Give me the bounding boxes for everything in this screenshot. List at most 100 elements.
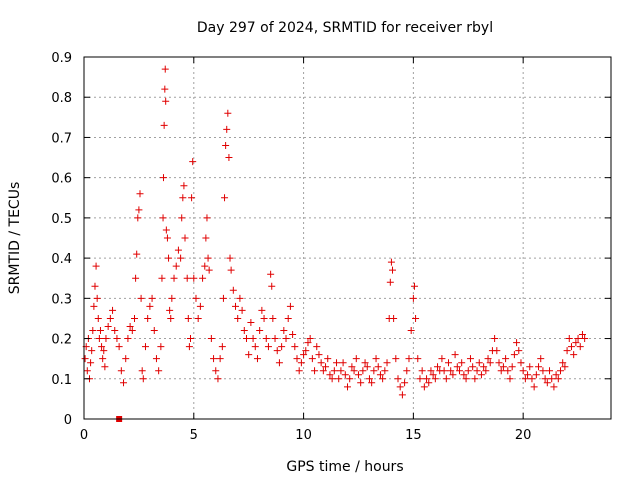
data-point (543, 379, 551, 387)
data-point (515, 347, 523, 355)
data-point (394, 375, 402, 383)
data-point (396, 383, 404, 391)
data-point (447, 367, 455, 375)
data-point (410, 282, 418, 290)
x-tick-label: 20 (515, 428, 532, 443)
data-point (139, 375, 147, 383)
data-point (271, 335, 279, 343)
data-point (464, 367, 472, 375)
data-point (304, 339, 312, 347)
data-point (535, 363, 543, 371)
data-point (89, 327, 97, 335)
data-point (269, 314, 277, 322)
data-point (224, 109, 232, 117)
data-point (174, 246, 182, 254)
data-point (194, 314, 202, 322)
data-point (136, 190, 144, 198)
data-point (161, 85, 169, 93)
data-point (581, 335, 589, 343)
data-point (379, 375, 387, 383)
data-point (519, 367, 527, 375)
data-point (311, 367, 319, 375)
data-point (207, 335, 215, 343)
data-point (106, 314, 114, 322)
data-point (451, 351, 459, 359)
data-point (167, 314, 175, 322)
data-point (236, 294, 244, 302)
data-point (546, 367, 554, 375)
data-point (98, 343, 106, 351)
plot-frame (83, 56, 612, 420)
data-point (541, 375, 549, 383)
data-point (414, 355, 422, 363)
data-point (466, 355, 474, 363)
y-tick-label: 0.7 (51, 131, 72, 146)
data-point (578, 331, 586, 339)
data-point (83, 367, 91, 375)
data-point (423, 375, 431, 383)
data-point (431, 375, 439, 383)
data-point (502, 355, 510, 363)
data-point (184, 314, 192, 322)
data-point (567, 343, 575, 351)
data-point (420, 383, 428, 391)
data-point (427, 367, 435, 375)
data-point (508, 363, 516, 371)
data-point (480, 363, 488, 371)
data-point (484, 355, 492, 363)
data-point (223, 125, 231, 133)
data-point (563, 347, 571, 355)
data-point (144, 314, 152, 322)
data-point (297, 359, 305, 367)
data-point (120, 379, 128, 387)
data-point (240, 327, 248, 335)
data-point (162, 97, 170, 105)
data-point (354, 371, 362, 379)
data-point (262, 335, 270, 343)
data-point (528, 375, 536, 383)
data-point (387, 258, 395, 266)
data-point (117, 367, 125, 375)
y-axis-label: SRMTID / TECUs (7, 182, 23, 295)
grid (84, 57, 611, 419)
data-point (315, 351, 323, 359)
x-axis-label: GPS time / hours (286, 459, 403, 475)
data-point (554, 375, 562, 383)
data-point (168, 294, 176, 302)
data-point (251, 343, 259, 351)
data-point (138, 367, 146, 375)
data-point (322, 363, 330, 371)
data-point (225, 154, 233, 162)
data-point (189, 158, 197, 166)
data-point (242, 335, 250, 343)
x-tick-label: 0 (80, 428, 88, 443)
data-point (368, 379, 376, 387)
data-point (471, 375, 479, 383)
data-point (199, 274, 207, 282)
data-point (115, 343, 123, 351)
data-point (161, 65, 169, 73)
data-point (247, 318, 255, 326)
data-point (178, 214, 186, 222)
data-point (455, 367, 463, 375)
data-point (267, 270, 275, 278)
data-point (403, 367, 411, 375)
data-point (341, 371, 349, 379)
data-point (181, 234, 189, 242)
data-point (460, 371, 468, 379)
y-tick-label: 0.1 (51, 373, 72, 388)
x-tick-label: 5 (190, 428, 198, 443)
data-point (280, 327, 288, 335)
y-tick-label: 0.3 (51, 292, 72, 307)
data-point (442, 375, 450, 383)
data-point (90, 302, 98, 310)
data-point (348, 363, 356, 371)
data-point (376, 371, 384, 379)
data-point (214, 375, 222, 383)
y-tick-labels: 0 0.1 0.2 0.3 0.4 0.5 0.6 0.7 0.8 0.9 (51, 51, 72, 428)
data-point (570, 351, 578, 359)
data-point (352, 355, 360, 363)
data-point (81, 355, 89, 363)
data-point (93, 294, 101, 302)
data-point (392, 355, 400, 363)
